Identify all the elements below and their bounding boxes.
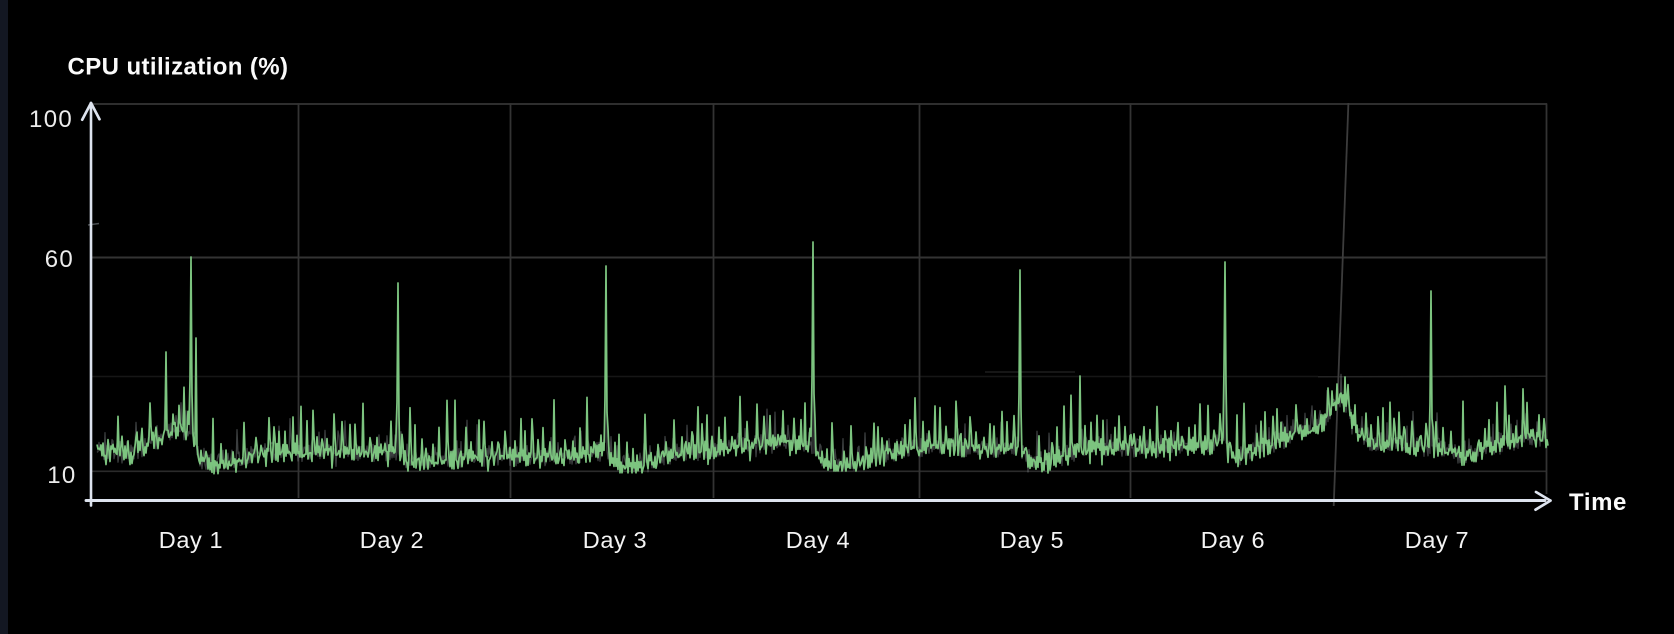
svg-text:Day 7: Day 7 <box>1405 527 1469 553</box>
svg-text:Day 2: Day 2 <box>360 527 424 553</box>
svg-text:10: 10 <box>47 462 76 489</box>
svg-text:Day 5: Day 5 <box>1000 527 1064 553</box>
svg-text:Day 3: Day 3 <box>583 527 647 553</box>
svg-text:60: 60 <box>45 246 74 273</box>
svg-text:Day 1: Day 1 <box>159 527 223 553</box>
svg-text:Day 4: Day 4 <box>786 527 850 553</box>
svg-text:Time: Time <box>1569 489 1627 516</box>
svg-text:Day 6: Day 6 <box>1201 527 1265 553</box>
svg-text:CPU utilization (%): CPU utilization (%) <box>68 54 289 81</box>
svg-text:100: 100 <box>29 106 73 133</box>
